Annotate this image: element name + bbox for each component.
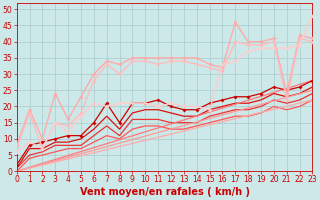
X-axis label: Vent moyen/en rafales ( km/h ): Vent moyen/en rafales ( km/h ): [80, 187, 250, 197]
